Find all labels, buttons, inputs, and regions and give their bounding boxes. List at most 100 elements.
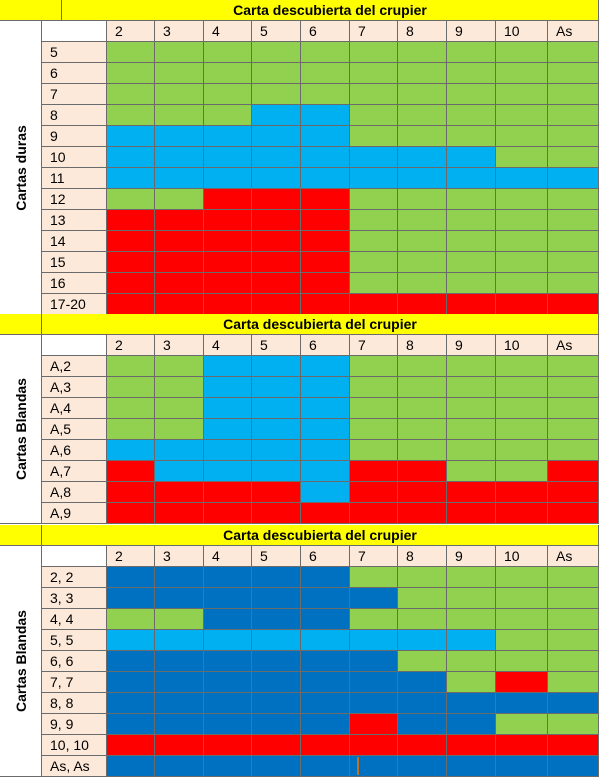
- strategy-cell: [301, 672, 350, 693]
- strategy-cell: [496, 735, 548, 756]
- strategy-cell: [350, 356, 398, 377]
- dealer-card-label: 9: [447, 21, 496, 42]
- strategy-cell: [301, 210, 350, 231]
- strategy-cell: [350, 84, 398, 105]
- strategy-cell: [548, 672, 599, 693]
- strategy-cell: [204, 189, 252, 210]
- strategy-cell: [155, 210, 204, 231]
- dealer-card-label: 9: [447, 546, 496, 567]
- strategy-cell: [447, 231, 496, 252]
- strategy-cell: [496, 377, 548, 398]
- strategy-cell: [350, 693, 398, 714]
- strategy-cell: [398, 714, 447, 735]
- strategy-cell: [252, 168, 301, 189]
- dealer-card-label: 7: [350, 21, 398, 42]
- strategy-cell: [155, 273, 204, 294]
- strategy-cell: [204, 252, 252, 273]
- strategy-cell: [155, 419, 204, 440]
- strategy-cell: [301, 609, 350, 630]
- strategy-cell: [155, 630, 204, 651]
- strategy-cell: [301, 482, 350, 503]
- strategy-cell: [204, 398, 252, 419]
- strategy-cell: [204, 461, 252, 482]
- row-label: A,7: [42, 461, 107, 482]
- strategy-cell: [107, 294, 155, 315]
- strategy-cell: [252, 461, 301, 482]
- strategy-cell: [107, 231, 155, 252]
- strategy-cell: [447, 609, 496, 630]
- dealer-card-label: 5: [252, 335, 301, 356]
- strategy-cell: [252, 672, 301, 693]
- strategy-cell: [496, 756, 548, 777]
- strategy-cell: [350, 126, 398, 147]
- strategy-cell: [496, 398, 548, 419]
- strategy-cell: [548, 63, 599, 84]
- strategy-cell: [204, 210, 252, 231]
- row-label: A,2: [42, 356, 107, 377]
- strategy-cell: [252, 105, 301, 126]
- strategy-cell: [107, 609, 155, 630]
- strategy-cell: [252, 756, 301, 777]
- strategy-cell: [350, 630, 398, 651]
- strategy-cell: [252, 503, 301, 524]
- strategy-cell: [398, 273, 447, 294]
- strategy-cell: [447, 63, 496, 84]
- strategy-cell: [398, 588, 447, 609]
- strategy-cell: [301, 756, 350, 777]
- dealer-card-label: 4: [204, 546, 252, 567]
- dealer-card-label: 5: [252, 546, 301, 567]
- strategy-cell: [107, 168, 155, 189]
- strategy-cell: [252, 693, 301, 714]
- cursor-mark: [357, 757, 359, 775]
- strategy-cell: [548, 567, 599, 588]
- strategy-cell: [548, 189, 599, 210]
- row-label: 12: [42, 189, 107, 210]
- strategy-cell: [548, 168, 599, 189]
- strategy-cell: [447, 461, 496, 482]
- row-label: 15: [42, 252, 107, 273]
- strategy-cell: [447, 210, 496, 231]
- row-label: 10: [42, 147, 107, 168]
- strategy-cell: [548, 693, 599, 714]
- strategy-cell: [398, 42, 447, 63]
- strategy-cell: [155, 126, 204, 147]
- dealer-card-label: 3: [155, 21, 204, 42]
- strategy-cell: [252, 398, 301, 419]
- row-label: 14: [42, 231, 107, 252]
- strategy-cell: [107, 651, 155, 672]
- strategy-cell: [496, 84, 548, 105]
- strategy-cell: [496, 461, 548, 482]
- strategy-cell: [496, 168, 548, 189]
- strategy-cell: [204, 609, 252, 630]
- strategy-cell: [447, 168, 496, 189]
- dealer-card-label: 4: [204, 21, 252, 42]
- row-label: 10, 10: [42, 735, 107, 756]
- strategy-cell: [350, 503, 398, 524]
- strategy-cell: [252, 567, 301, 588]
- strategy-cell: [398, 461, 447, 482]
- strategy-cell: [155, 714, 204, 735]
- strategy-cell: [548, 377, 599, 398]
- strategy-cell: [301, 63, 350, 84]
- strategy-cell: [447, 419, 496, 440]
- strategy-cell: [447, 356, 496, 377]
- strategy-cell: [301, 735, 350, 756]
- strategy-cell: [496, 105, 548, 126]
- strategy-cell: [447, 693, 496, 714]
- row-label: 16: [42, 273, 107, 294]
- strategy-cell: [107, 147, 155, 168]
- strategy-cell: [350, 210, 398, 231]
- strategy-cell: [398, 735, 447, 756]
- strategy-cell: [447, 503, 496, 524]
- strategy-cell: [496, 482, 548, 503]
- strategy-cell: [350, 567, 398, 588]
- strategy-cell: [447, 252, 496, 273]
- strategy-cell: [398, 294, 447, 315]
- dealer-card-label: 6: [301, 546, 350, 567]
- strategy-cell: [447, 651, 496, 672]
- strategy-cell: [548, 735, 599, 756]
- strategy-cell: [155, 231, 204, 252]
- dealer-card-label: 9: [447, 335, 496, 356]
- side-label-text: Cartas Blandas: [12, 610, 29, 712]
- strategy-cell: [301, 126, 350, 147]
